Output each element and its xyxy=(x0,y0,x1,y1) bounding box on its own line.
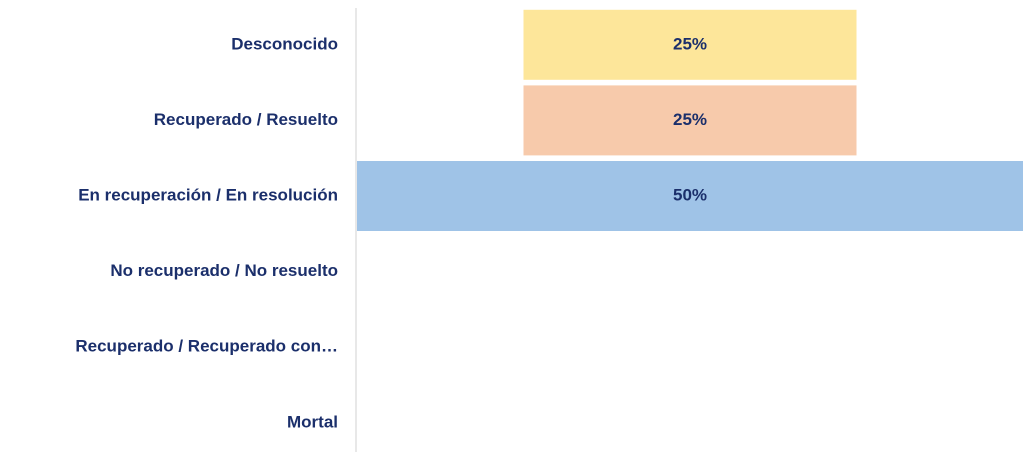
bar xyxy=(523,85,857,156)
bar xyxy=(523,9,857,80)
category-label: Recuperado / Resuelto xyxy=(154,110,338,129)
category-label: Recuperado / Recuperado con… xyxy=(75,337,338,356)
category-label: Mortal xyxy=(287,412,338,431)
category-label: En recuperación / En resolución xyxy=(78,185,338,204)
value-label: 50% xyxy=(673,185,707,204)
value-label: 25% xyxy=(673,34,707,53)
category-label: Desconocido xyxy=(231,34,338,53)
category-label: No recuperado / No resuelto xyxy=(110,261,338,280)
bar xyxy=(357,161,1023,231)
value-label: 25% xyxy=(673,110,707,129)
